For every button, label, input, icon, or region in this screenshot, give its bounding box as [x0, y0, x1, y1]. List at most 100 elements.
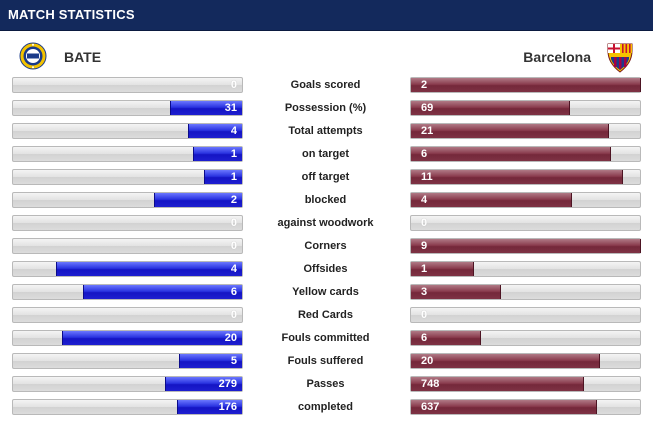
away-bar-fill [411, 124, 609, 138]
home-bar-fill [170, 101, 242, 115]
home-bar-track: 1 [12, 146, 243, 162]
home-bar-track: 176 [12, 399, 243, 415]
stat-row: 176 completed 637 [0, 399, 653, 415]
home-bar-track: 279 [12, 376, 243, 392]
stat-label: off target [301, 171, 350, 183]
home-bar-track: 4 [12, 123, 243, 139]
stat-label: Yellow cards [292, 286, 359, 298]
away-stat-value: 0 [421, 217, 428, 229]
stat-label: Passes [306, 378, 345, 390]
stat-row: 0 against woodwork 0 [0, 215, 653, 231]
away-bar-track: 3 [410, 284, 641, 300]
away-bar-fill [411, 78, 641, 92]
away-stat-value: 11 [421, 171, 433, 183]
home-stat-value: 279 [218, 378, 237, 390]
away-stat-value: 4 [421, 194, 428, 206]
stat-label: Total attempts [288, 125, 363, 137]
away-bar-fill [411, 239, 641, 253]
home-stat-value: 1 [230, 171, 237, 183]
away-stat-value: 2 [421, 79, 428, 91]
away-stat-value: 20 [421, 355, 434, 367]
stat-label: Fouls committed [281, 332, 370, 344]
away-stat-value: 748 [421, 378, 440, 390]
away-bar-track: 20 [410, 353, 641, 369]
stat-row: 0 Red Cards 0 [0, 307, 653, 323]
stat-label: completed [297, 401, 353, 413]
stat-row: 6 Yellow cards 3 [0, 284, 653, 300]
away-bar-track: 0 [410, 215, 641, 231]
home-bar-track: 1 [12, 169, 243, 185]
away-stat-value: 21 [421, 125, 434, 137]
stat-row: 1 off target 11 [0, 169, 653, 185]
stat-row: 0 Goals scored 2 [0, 77, 653, 93]
stat-row: 5 Fouls suffered 20 [0, 353, 653, 369]
away-stat-value: 6 [421, 332, 428, 344]
away-stat-value: 0 [421, 309, 428, 321]
stat-label: Corners [304, 240, 347, 252]
home-bar-fill [154, 193, 242, 207]
home-stat-value: 2 [230, 194, 237, 206]
away-bar-track: 1 [410, 261, 641, 277]
home-stat-value: 5 [230, 355, 237, 367]
away-bar-fill [411, 193, 572, 207]
away-bar-fill [411, 400, 597, 414]
home-bar-fill [62, 331, 242, 345]
away-bar-track: 69 [410, 100, 641, 116]
away-bar-fill [411, 101, 570, 115]
away-bar-fill [411, 147, 611, 161]
stat-label: Offsides [303, 263, 348, 275]
home-bar-fill [204, 170, 242, 184]
away-bar-fill [411, 354, 600, 368]
away-stat-value: 6 [421, 148, 428, 160]
away-bar-track: 4 [410, 192, 641, 208]
home-bar-fill [177, 400, 242, 414]
away-bar-fill [411, 170, 623, 184]
stat-row: 1 on target 6 [0, 146, 653, 162]
away-stat-value: 1 [421, 263, 428, 275]
stat-label: against woodwork [277, 217, 374, 229]
away-bar-track: 11 [410, 169, 641, 185]
away-stat-value: 69 [421, 102, 434, 114]
away-team-name: Barcelona [523, 49, 591, 65]
header-title: MATCH STATISTICS [8, 7, 135, 22]
home-stat-value: 0 [230, 309, 237, 321]
home-bar-fill [165, 377, 242, 391]
home-stat-value: 0 [230, 240, 237, 252]
stat-row: 0 Corners 9 [0, 238, 653, 254]
away-bar-track: 6 [410, 330, 641, 346]
away-bar-fill [411, 285, 501, 299]
home-bar-track: 5 [12, 353, 243, 369]
stat-label: Fouls suffered [287, 355, 364, 367]
stat-row: 31 Possession (%) 69 [0, 100, 653, 116]
stat-row: 279 Passes 748 [0, 376, 653, 392]
stat-row: 2 blocked 4 [0, 192, 653, 208]
stat-label: Red Cards [297, 309, 354, 321]
away-stat-value: 9 [421, 240, 428, 252]
teams-row: BATE Barcelona [0, 40, 653, 74]
match-statistics-header: MATCH STATISTICS [0, 0, 653, 31]
stat-label: on target [301, 148, 350, 160]
home-bar-track: 4 [12, 261, 243, 277]
home-bar-fill [188, 124, 242, 138]
home-bar-track: 0 [12, 215, 243, 231]
stat-row: 20 Fouls committed 6 [0, 330, 653, 346]
away-bar-fill [411, 262, 474, 276]
home-bar-fill [56, 262, 242, 276]
home-bar-fill [179, 354, 242, 368]
away-stat-value: 3 [421, 286, 428, 298]
bate-crest-icon [19, 42, 47, 70]
home-stat-value: 20 [224, 332, 237, 344]
stat-row: 4 Offsides 1 [0, 261, 653, 277]
home-stat-value: 176 [218, 401, 237, 413]
home-bar-track: 2 [12, 192, 243, 208]
away-bar-fill [411, 377, 584, 391]
home-stat-value: 31 [224, 102, 237, 114]
home-bar-track: 6 [12, 284, 243, 300]
home-bar-track: 20 [12, 330, 243, 346]
home-stat-value: 0 [230, 79, 237, 91]
away-bar-track: 2 [410, 77, 641, 93]
away-stat-value: 637 [421, 401, 440, 413]
home-bar-fill [193, 147, 242, 161]
away-bar-fill [411, 331, 481, 345]
home-bar-fill [83, 285, 242, 299]
